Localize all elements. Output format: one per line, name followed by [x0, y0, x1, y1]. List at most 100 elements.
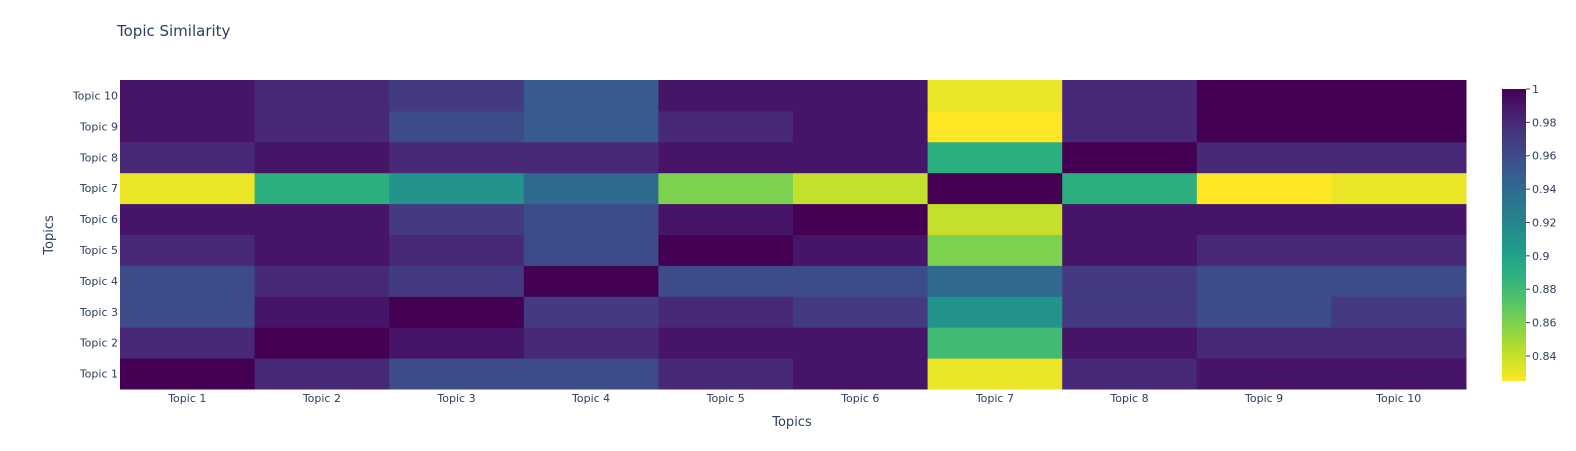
heatmap-cell — [1331, 203, 1467, 235]
heatmap-cells — [120, 80, 1467, 390]
heatmap-cell — [658, 80, 794, 112]
heatmap-cell — [523, 358, 659, 390]
heatmap-cell — [254, 327, 390, 359]
heatmap-cell — [793, 80, 929, 112]
heatmap-cell — [120, 80, 256, 112]
heatmap-cell — [254, 80, 390, 112]
heatmap-cell — [120, 358, 256, 390]
heatmap-cell — [1331, 141, 1467, 174]
heatmap-cell — [658, 327, 794, 359]
x-tick-label: Topic 5 — [706, 392, 745, 405]
heatmap-cell — [1062, 296, 1198, 328]
heatmap-cell — [658, 172, 794, 205]
y-tick-label: Topic 1 — [79, 368, 118, 381]
heatmap-cell — [120, 265, 256, 297]
heatmap-cell — [1062, 234, 1198, 266]
heatmap-cell — [1331, 265, 1467, 297]
colorbar-tick-label: 0.86 — [1532, 317, 1557, 330]
y-axis-title: Topics — [42, 215, 57, 256]
x-tick-label: Topic 7 — [975, 392, 1014, 405]
heatmap-cell — [1331, 358, 1467, 390]
x-tick-label: Topic 1 — [167, 392, 206, 405]
x-tick-label: Topic 4 — [571, 392, 610, 405]
heatmap-cell — [927, 110, 1063, 143]
colorbar-tick-label: 0.98 — [1532, 116, 1557, 129]
heatmap-cell — [523, 80, 659, 112]
heatmap-cell — [254, 172, 390, 205]
heatmap-cell — [927, 296, 1063, 328]
heatmap-cell — [793, 296, 929, 328]
heatmap-cell — [523, 141, 659, 174]
heatmap-cell — [1196, 327, 1332, 359]
heatmap-cell — [389, 172, 525, 205]
heatmap-cell — [1196, 141, 1332, 174]
heatmap-cell — [389, 141, 525, 174]
x-axis-ticks: Topic 1 Topic 2 Topic 3 Topic 4 Topic 5 Topic… — [167, 392, 1421, 405]
heatmap-cell — [1062, 141, 1198, 174]
heatmap-cell — [658, 358, 794, 390]
x-tick-label: Topic 9 — [1244, 392, 1283, 405]
heatmap-cell — [254, 296, 390, 328]
heatmap-cell — [927, 358, 1063, 390]
colorbar-tick-label: 0.94 — [1532, 183, 1557, 196]
heatmap-cell — [120, 141, 256, 174]
heatmap-cell — [120, 296, 256, 328]
heatmap-cell — [1196, 172, 1332, 205]
heatmap-cell — [927, 234, 1063, 266]
heatmap-cell — [927, 141, 1063, 174]
x-axis-title: Topics — [771, 415, 812, 430]
colorbar-tick-label: 0.96 — [1532, 150, 1557, 163]
heatmap-cell — [254, 358, 390, 390]
heatmap-cell — [389, 358, 525, 390]
heatmap-cell — [927, 265, 1063, 297]
heatmap-cell — [523, 234, 659, 266]
heatmap-cell — [1196, 358, 1332, 390]
heatmap-cell — [254, 265, 390, 297]
heatmap-cell — [389, 296, 525, 328]
heatmap-cell — [658, 234, 794, 266]
colorbar-tick-label: 0.9 — [1532, 250, 1550, 263]
heatmap-cell — [1196, 80, 1332, 112]
y-tick-label: Topic 7 — [79, 182, 118, 195]
heatmap-cell — [523, 296, 659, 328]
heatmap-cell — [793, 327, 929, 359]
y-tick-label: Topic 2 — [79, 337, 118, 350]
heatmap-cell — [658, 203, 794, 235]
heatmap-cell — [523, 265, 659, 297]
heatmap-cell — [523, 203, 659, 235]
y-axis-ticks: Topic 1 Topic 2 Topic 3 Topic 4 Topic 5 Topic… — [72, 89, 118, 380]
y-tick-label: Topic 9 — [79, 120, 118, 133]
heatmap-cell — [1062, 327, 1198, 359]
y-tick-label: Topic 5 — [79, 244, 118, 257]
heatmap-cell — [254, 203, 390, 235]
x-tick-label: Topic 3 — [436, 392, 475, 405]
heatmap-cell — [120, 327, 256, 359]
heatmap-cell — [927, 203, 1063, 235]
heatmap-cell — [389, 265, 525, 297]
heatmap-cell — [793, 110, 929, 143]
heatmap-cell — [927, 327, 1063, 359]
heatmap-cell — [1331, 234, 1467, 266]
heatmap-cell — [1062, 110, 1198, 143]
heatmap-cell — [927, 80, 1063, 112]
y-tick-label: Topic 8 — [79, 151, 118, 164]
heatmap-cell — [1062, 203, 1198, 235]
heatmap-cell — [1196, 296, 1332, 328]
heatmap-cell — [389, 327, 525, 359]
x-tick-label: Topic 10 — [1375, 392, 1421, 405]
heatmap-cell — [523, 327, 659, 359]
heatmap-cell — [927, 172, 1063, 205]
heatmap-cell — [1331, 110, 1467, 143]
heatmap-cell — [1196, 203, 1332, 235]
y-tick-label: Topic 10 — [72, 89, 118, 102]
heatmap-cell — [389, 203, 525, 235]
heatmap-cell — [120, 203, 256, 235]
heatmap-cell — [793, 234, 929, 266]
heatmap-cell — [793, 141, 929, 174]
heatmap-cell — [793, 203, 929, 235]
heatmap-cell — [658, 265, 794, 297]
colorbar — [1502, 89, 1526, 381]
heatmap-cell — [120, 110, 256, 143]
heatmap-cell — [1196, 110, 1332, 143]
